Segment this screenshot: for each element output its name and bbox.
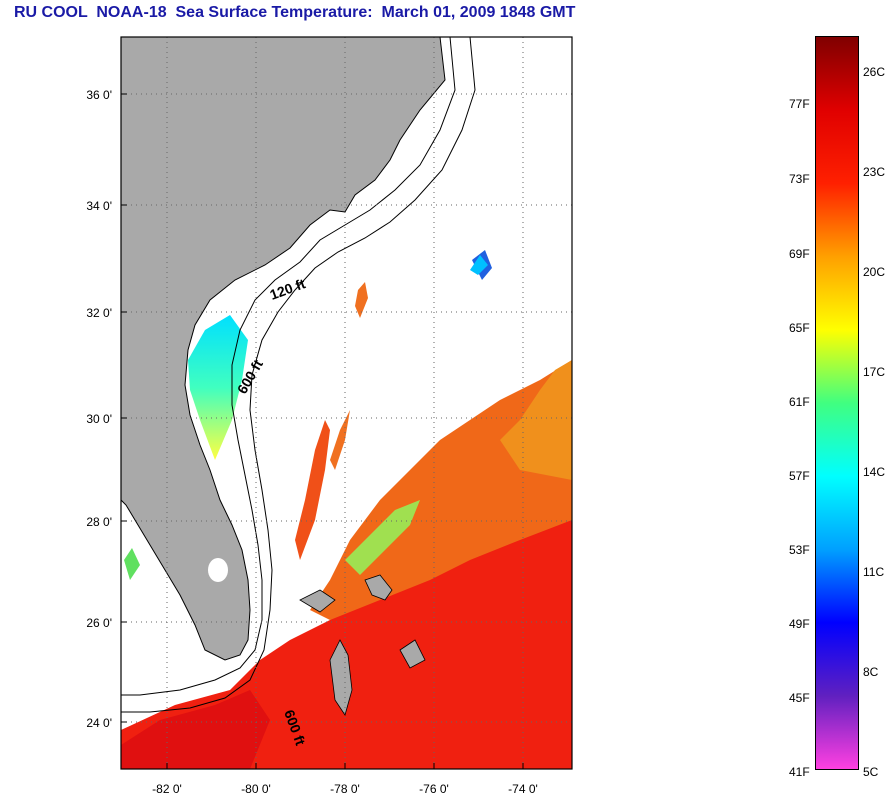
cb-f-57: 57F <box>789 469 810 483</box>
cb-c-8: 8C <box>863 665 879 679</box>
lat-label-36: 36 0' <box>86 88 112 102</box>
lon-label-74: -74 0' <box>508 782 538 796</box>
graticule <box>121 37 572 769</box>
cb-f-65: 65F <box>789 321 810 335</box>
lat-label-30: 30 0' <box>86 412 112 426</box>
sst-patch-streak-1 <box>295 420 330 560</box>
map-title: RU COOL NOAA-18 Sea Surface Temperature:… <box>14 4 576 21</box>
cb-c-23: 23C <box>863 165 886 179</box>
lon-label-78: -78 0' <box>330 782 360 796</box>
sst-patch-north-small <box>355 282 368 318</box>
cb-c-26: 26C <box>863 65 886 79</box>
bahamas <box>299 574 426 716</box>
sst-patch-streak-2 <box>330 410 350 470</box>
lon-label-80: -80 0' <box>241 782 271 796</box>
lon-label-76: -76 0' <box>419 782 449 796</box>
lon-label-82: -82 0' <box>152 782 182 796</box>
lat-label-28: 28 0' <box>86 515 112 529</box>
cb-f-61: 61F <box>789 395 810 409</box>
sst-patch-north-cyan <box>470 255 488 275</box>
cb-f-69: 69F <box>789 247 810 261</box>
sst-patch-coast <box>188 315 248 460</box>
cb-f-41: 41F <box>789 765 810 779</box>
cb-c-11: 11C <box>863 565 885 579</box>
frame-ticks <box>121 93 524 769</box>
sst-patch-west-green <box>124 548 140 580</box>
cb-f-77: 77F <box>789 97 810 111</box>
cb-c-20: 20C <box>863 265 886 279</box>
lat-label-24: 24 0' <box>86 716 112 730</box>
cb-f-49: 49F <box>789 617 810 631</box>
sst-patch-northeast <box>500 360 572 480</box>
cb-f-53: 53F <box>789 543 810 557</box>
sst-patch-southwest <box>121 690 270 769</box>
lat-label-26: 26 0' <box>86 616 112 630</box>
cb-f-73: 73F <box>789 172 810 186</box>
cb-c-5: 5C <box>863 765 879 779</box>
isobaths <box>121 37 476 713</box>
lat-label-34: 34 0' <box>86 199 112 213</box>
sst-patch-green <box>345 500 420 575</box>
cb-c-14: 14C <box>863 465 886 479</box>
cb-f-45: 45F <box>789 691 810 705</box>
land <box>121 37 446 661</box>
map-frame <box>120 36 573 770</box>
lake-okeechobee <box>208 558 228 582</box>
sst-field <box>121 250 572 769</box>
cb-c-17: 17C <box>863 365 886 379</box>
temperature-colorbar <box>815 36 859 770</box>
lat-label-32: 32 0' <box>86 306 112 320</box>
